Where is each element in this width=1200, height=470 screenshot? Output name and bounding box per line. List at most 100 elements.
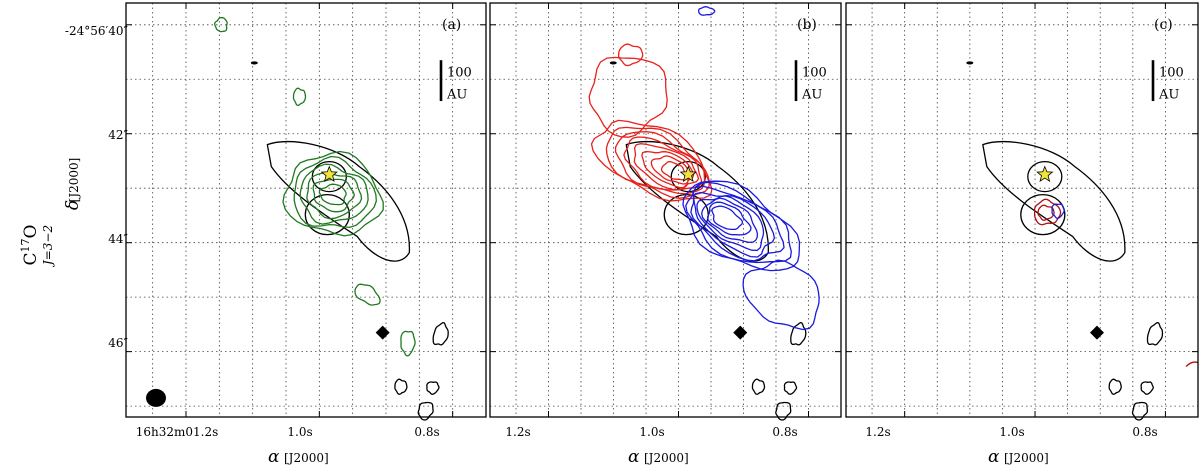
panel-b-panel-label: (b) [797, 17, 817, 33]
xlabel-symbol-a: α [268, 447, 280, 467]
panel-a-continuum-contour [266, 140, 410, 262]
panel-b: 100 AU (b) [489, 2, 842, 421]
x-tick-labels-b: 1.2s 1.0s 0.8s [505, 425, 797, 439]
panel-b-red-contour [650, 155, 690, 185]
panel-b-red-contour [617, 43, 644, 67]
panel-a-green-contour [318, 183, 347, 206]
panel-b-star-marker [679, 165, 697, 182]
panel-b-blue-contour [742, 259, 820, 331]
molecule-o: O [21, 225, 41, 239]
panel-b-noise-contour [783, 381, 798, 395]
panel-b-blue-contour [706, 201, 752, 236]
panel-b-red-contour [633, 143, 700, 191]
xlabel-unit-c: [J2000] [1004, 451, 1049, 465]
panel-b-red-contour [605, 126, 711, 199]
y-tick-labels: -24°56′40″ 42″ 44″ 46″ [65, 24, 129, 350]
panel-b-red-contour [660, 160, 688, 181]
x-tick-labels-a: 16h32m01.2s 1.0s 0.8s [136, 425, 440, 439]
panel-a: 100 AU (a) [125, 2, 487, 421]
panel-a-green-contour [312, 178, 355, 213]
panel-c-star-marker [1036, 165, 1054, 182]
panel-b-diamond-marker [733, 325, 748, 340]
panel-a-green-contour [214, 16, 228, 33]
x-tick-label-b-1: 1.0s [639, 425, 664, 439]
panel-c: 100 AU (c) [845, 2, 1199, 421]
panel-a-green-contour [306, 172, 363, 220]
panel-c-red-contour [1185, 361, 1199, 368]
panel-b-grid [490, 3, 841, 417]
molecule-c: C [21, 252, 41, 265]
panel-c-noise-contour [1140, 381, 1154, 395]
panel-a-noise-contour [432, 321, 449, 346]
panel-c-continuum-core-contour [1027, 160, 1063, 193]
x-axis-title-b: α [J2000] [628, 447, 689, 467]
panel-b-scale-bar-label: 100 [802, 66, 827, 81]
panel-c-noise-contour [1108, 378, 1122, 395]
panel-b-blue-contour [685, 181, 792, 264]
ylabel-unit: [J2000] [67, 158, 81, 203]
panel-b-blue-contour [711, 205, 744, 231]
xlabel-unit-b: [J2000] [644, 451, 689, 465]
y-tick-label-42: 42″ [108, 128, 128, 142]
panel-b-red-contour [641, 150, 695, 189]
panel-b-blue-contour [692, 191, 776, 258]
panel-c-red-contour [1037, 204, 1055, 221]
panel-a-green-contour [282, 150, 384, 237]
xlabel-symbol-b: α [628, 447, 640, 467]
transition-label: J=3−2 [41, 225, 55, 268]
panel-b-scale-bar-unit: AU [801, 87, 822, 102]
panel-a-small-dark-spot [250, 61, 258, 65]
panel-c-frame [845, 2, 1199, 418]
panel-c-red-contour [1033, 198, 1062, 226]
x-tick-label-a-1: 1.0s [287, 425, 312, 439]
panel-a-diamond-marker [375, 325, 390, 340]
panel-c-noise-contour [1131, 401, 1149, 421]
panel-a-green-contour [292, 87, 307, 107]
panel-a-green-contour [299, 163, 369, 225]
panel-c-diamond-marker [1089, 325, 1104, 340]
x-tick-label-c-2: 0.8s [1132, 425, 1157, 439]
panel-a-panel-label: (a) [442, 17, 461, 33]
panel-b-blue-contour [696, 195, 765, 252]
panel-b-noise-contour [775, 401, 792, 421]
panel-b-frame [489, 2, 842, 418]
panel-c-small-dark-spot [966, 61, 974, 65]
panel-b-red-contour [590, 119, 713, 202]
x-axis-title-c: α [J2000] [988, 447, 1049, 467]
panel-c-blue-contour [1051, 203, 1065, 220]
panel-a-noise-contour [417, 401, 434, 421]
panel-c-scale-bar-label: 100 [1159, 66, 1184, 81]
ylabel-symbol: δ [63, 200, 83, 210]
panel-b-small-dark-spot [609, 61, 617, 65]
x-tick-label-c-0: 1.2s [865, 425, 890, 439]
x-tick-label-b-2: 0.8s [772, 425, 797, 439]
y-tick-label-46: 46″ [108, 336, 128, 350]
panel-a-scale-bar-unit: AU [446, 87, 467, 102]
panel-b-blue-contour [698, 6, 716, 16]
panel-b-blue-contour [701, 197, 759, 244]
y-axis-title: C17O J=3−2 δ [J2000] [19, 158, 83, 268]
x-tick-label-a-0: 16h32m01.2s [136, 425, 219, 439]
panel-b-noise-contour [751, 378, 766, 395]
x-tick-label-a-2: 0.8s [414, 425, 439, 439]
panel-a-noise-contour [394, 378, 408, 395]
panel-a-frame [125, 2, 487, 418]
panel-a-green-contour [293, 155, 377, 229]
panel-b-red-contour [588, 56, 668, 138]
panel-a-green-contour [400, 330, 416, 357]
panel-c-scale-bar-unit: AU [1158, 87, 1179, 102]
x-tick-label-b-0: 1.2s [505, 425, 530, 439]
x-tick-label-c-1: 1.0s [999, 425, 1024, 439]
molecule-sup: 17 [19, 238, 32, 252]
panel-a-noise-contour [426, 381, 440, 395]
panel-b-noise-contour [790, 321, 807, 346]
panel-a-green-contour [354, 283, 381, 306]
panel-a-continuum-core2-contour [304, 193, 350, 236]
panel-a-star-marker [320, 165, 338, 182]
y-tick-label-40: -24°56′40″ [65, 24, 129, 38]
panel-c-panel-label: (c) [1154, 17, 1173, 33]
xlabel-symbol-c: α [988, 447, 1000, 467]
svg-text:C17O: C17O [19, 225, 41, 266]
panel-c-noise-contour [1146, 321, 1164, 346]
